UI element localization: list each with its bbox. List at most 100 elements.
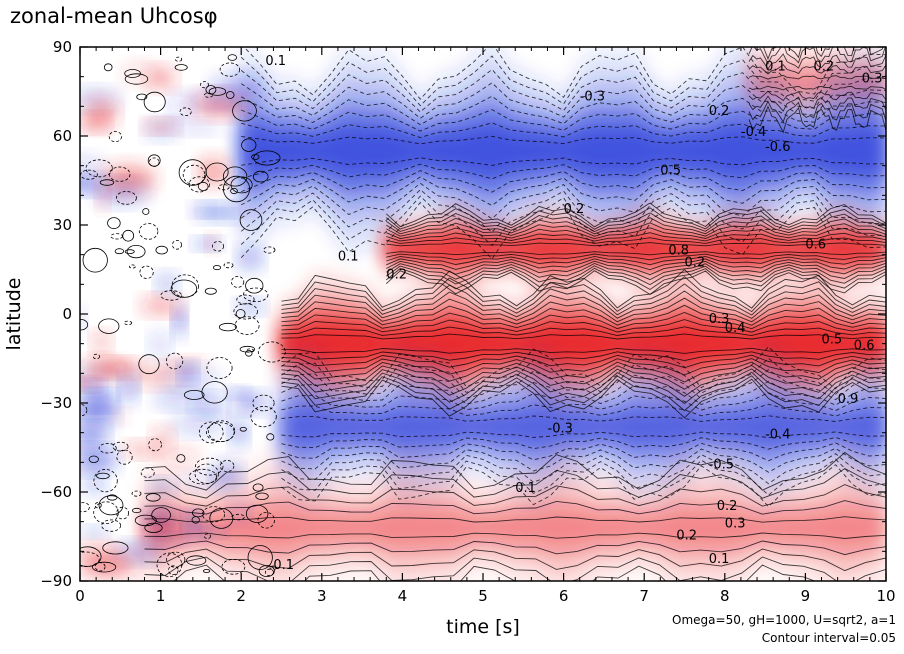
contour-label: 0.1	[273, 558, 294, 573]
contour-label: 0.1	[765, 60, 786, 75]
contour-label: 0.5	[822, 333, 843, 348]
noise-blob	[212, 463, 243, 490]
noise-contour	[96, 472, 110, 480]
contour-line	[240, 55, 886, 107]
noise-contour	[88, 455, 99, 463]
noise-contour	[223, 262, 234, 269]
contour-line	[748, 85, 886, 91]
noise-blob	[149, 480, 175, 494]
noise-contour	[145, 493, 161, 502]
noise-blob	[168, 95, 194, 116]
contour-line	[144, 540, 886, 556]
contour-line	[281, 361, 886, 383]
contour-line	[386, 267, 886, 291]
noise-blob	[84, 99, 119, 126]
contour-label: -0.4	[765, 428, 790, 443]
noise-contour	[124, 73, 149, 85]
contour-label: 0.6	[805, 238, 826, 253]
contour-line	[240, 82, 886, 119]
noise-contour	[227, 54, 238, 61]
noise-contour	[151, 507, 171, 523]
contour-line	[748, 64, 886, 75]
contour-line	[240, 68, 886, 113]
noise-contour	[191, 516, 200, 524]
noise-contour	[205, 162, 229, 182]
noise-contour	[126, 245, 146, 259]
contour-label: 0.2	[814, 60, 835, 75]
y-axis-label: latitude	[3, 278, 25, 351]
noise-blob	[140, 298, 183, 314]
noise-blob	[171, 416, 227, 433]
x-tick-label: 2	[236, 587, 246, 605]
noise-contour	[143, 91, 166, 113]
noise-contour	[114, 248, 125, 255]
contour-line	[240, 176, 886, 207]
contour-line	[386, 251, 886, 256]
y-tick-label: −30	[40, 394, 72, 412]
contour-line	[385, 202, 886, 228]
noise-contour	[231, 513, 245, 521]
noise-blob	[182, 513, 200, 532]
noise-contour	[230, 187, 238, 195]
contour-line	[281, 375, 886, 412]
noise-contour	[247, 545, 273, 570]
contour-line	[281, 442, 886, 462]
noise-contour	[252, 483, 264, 492]
noise-contour	[134, 514, 157, 527]
noise-contour	[155, 245, 168, 255]
contour-line	[144, 556, 886, 581]
noise-contour	[80, 404, 88, 417]
noise-contour	[199, 421, 224, 444]
noise-contour	[257, 341, 286, 363]
noise-contour	[239, 426, 247, 432]
noise-blob	[80, 158, 105, 182]
noise-blob	[182, 474, 218, 489]
noise-blob	[164, 369, 219, 390]
contour-line	[748, 74, 886, 80]
noise-blob	[232, 393, 267, 411]
chart-title: zonal-mean Uhcosφ	[10, 4, 218, 28]
noise-contour	[241, 138, 257, 152]
noise-contour	[131, 507, 142, 514]
contour-label: 0.3	[862, 72, 883, 87]
contour-line	[281, 297, 886, 323]
noise-contour	[98, 495, 124, 516]
contour-line	[762, 47, 884, 60]
contour-line	[281, 357, 886, 395]
noise-contour	[108, 166, 131, 182]
noise-contour	[206, 422, 235, 443]
contour-interval-note: Contour interval=0.05	[761, 631, 896, 645]
noise-contour	[245, 349, 253, 357]
contour-line	[386, 207, 886, 230]
noise-contour	[156, 552, 183, 577]
noise-contour	[148, 438, 162, 452]
contour-label: 0.1	[338, 250, 359, 265]
noise-blob	[188, 91, 239, 109]
noise-blob	[86, 382, 106, 394]
noise-blob	[196, 211, 241, 222]
noise-contour	[239, 345, 256, 353]
contour-line	[243, 47, 886, 100]
noise-blob	[154, 392, 200, 407]
noise-contour	[221, 558, 246, 575]
noise-contour	[269, 565, 277, 570]
contour-line	[144, 467, 886, 499]
noise-contour	[252, 394, 275, 412]
noise-contour	[110, 233, 123, 240]
contour-line	[144, 484, 886, 507]
noise-contour	[94, 562, 106, 572]
noise-blob	[237, 249, 264, 269]
contour-line	[240, 182, 886, 220]
contour-line	[386, 265, 886, 286]
contour-line	[281, 347, 886, 354]
y-tick-label: 90	[53, 38, 72, 56]
noise-contour	[255, 492, 269, 500]
noise-blob	[155, 274, 179, 292]
noise-contour	[94, 502, 102, 509]
noise-blob	[139, 517, 177, 539]
noise-contour	[131, 490, 142, 497]
noise-blob	[124, 443, 158, 456]
contour-line	[281, 333, 886, 340]
contour-line	[281, 290, 886, 319]
